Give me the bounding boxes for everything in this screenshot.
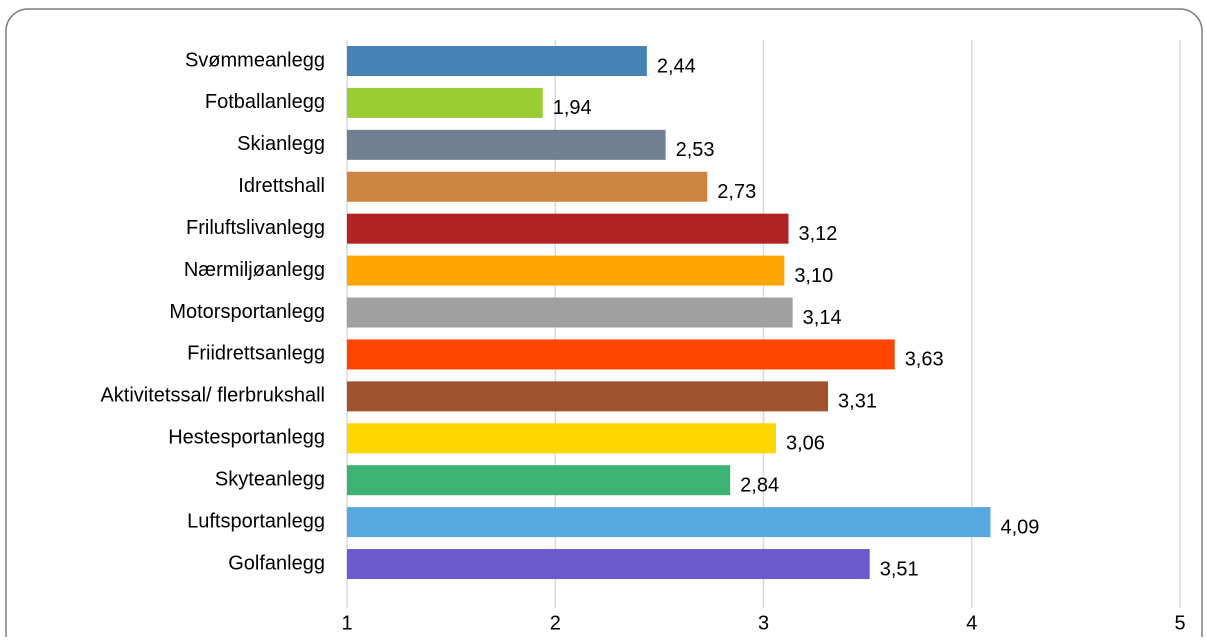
category-label-1: Svømmeanlegg <box>185 49 325 71</box>
category-label-11: Skyteanlegg <box>215 468 325 490</box>
x-tick-label-2: 2 <box>550 612 561 634</box>
category-label-10: Hestesportanlegg <box>168 427 325 449</box>
value-label-4: 2,73 <box>717 181 756 203</box>
bar-12 <box>347 507 991 538</box>
bar-5 <box>347 213 789 244</box>
category-label-7: Motorsportanlegg <box>169 301 325 323</box>
bar-10 <box>347 423 776 454</box>
value-label-9: 3,31 <box>838 391 877 413</box>
value-label-2: 1,94 <box>553 97 592 119</box>
bar-8 <box>347 339 895 370</box>
x-tick-label-4: 4 <box>966 612 977 634</box>
bar-1 <box>347 46 647 76</box>
category-label-3: Skianlegg <box>237 133 325 155</box>
value-label-11: 2,84 <box>740 474 779 496</box>
value-label-5: 3,12 <box>798 223 837 245</box>
x-tick-label-1: 1 <box>341 612 352 634</box>
category-label-2: Fotballanlegg <box>205 91 325 113</box>
value-label-3: 2,53 <box>676 139 715 161</box>
bars <box>347 46 991 580</box>
category-labels: Svømmeanlegg Fotballanlegg Skianlegg Idrett… <box>100 49 325 574</box>
bar-4 <box>347 171 708 202</box>
bar-7 <box>347 297 793 328</box>
category-label-8: Friidrettsanlegg <box>187 343 325 365</box>
value-label-12: 4,09 <box>1000 516 1039 538</box>
value-label-8: 3,63 <box>905 349 944 371</box>
value-label-10: 3,06 <box>786 433 825 455</box>
bar-3 <box>347 129 666 160</box>
bar-13 <box>347 549 870 580</box>
value-label-13: 3,51 <box>880 558 919 580</box>
category-label-4: Idrettshall <box>238 175 325 197</box>
bar-6 <box>347 255 785 286</box>
value-labels: 2,44 1,94 2,532,73 3,12 3,10 3,14 3,63 3,31 3,06… <box>553 55 1040 580</box>
category-label-6: Nærmiljøanlegg <box>184 259 325 281</box>
value-label-7: 3,14 <box>803 307 842 329</box>
category-label-13: Golfanlegg <box>228 552 325 574</box>
x-tick-label-5: 5 <box>1174 612 1185 634</box>
x-tick-label-3: 3 <box>758 612 769 634</box>
x-tick-labels: 1 2 3 4 5 <box>341 612 1185 634</box>
category-label-12: Luftsportanlegg <box>187 510 325 532</box>
bar-11 <box>347 465 731 496</box>
value-label-6: 3,10 <box>794 265 833 287</box>
bar-2 <box>347 87 543 118</box>
bar-9 <box>347 381 829 412</box>
category-label-5: Friluftslivanlegg <box>186 217 325 239</box>
value-label-1: 2,44 <box>657 55 696 77</box>
category-label-9: Aktivitetssal/ flerbrukshall <box>100 385 325 407</box>
